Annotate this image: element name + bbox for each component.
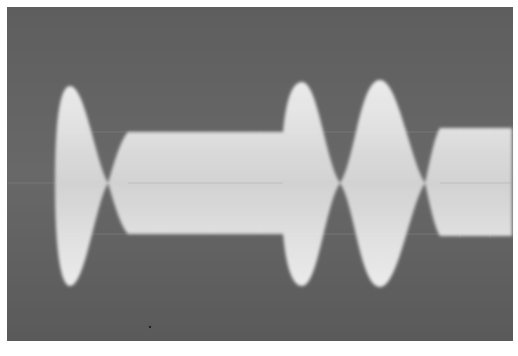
envelope-trace: [55, 80, 512, 287]
dust-speck: [148, 325, 152, 329]
